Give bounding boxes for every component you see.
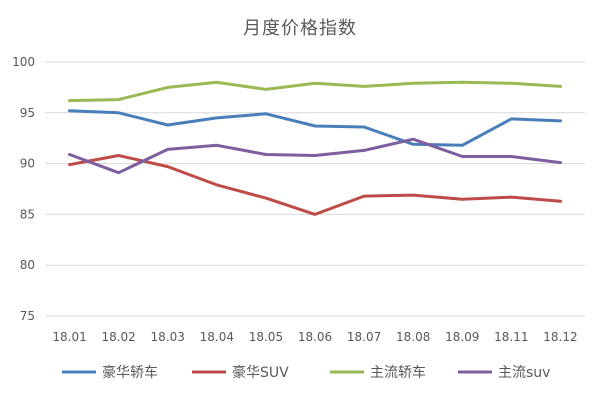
- x-tick-label: 18.09: [445, 330, 479, 344]
- x-tick-label: 18.04: [200, 330, 234, 344]
- x-tick-label: 18.12: [543, 330, 577, 344]
- legend-label-3: 主流轿车: [370, 364, 426, 381]
- x-tick-label: 18.07: [347, 330, 381, 344]
- legend-label-4: 主流suv: [498, 365, 550, 381]
- x-tick-label: 18.08: [396, 330, 430, 344]
- x-tick-label: 18.03: [151, 330, 185, 344]
- y-tick-label: 100: [12, 55, 35, 69]
- x-tick-label: 18.06: [298, 330, 332, 344]
- x-tick-label: 18.02: [101, 330, 135, 344]
- x-tick-label: 18.05: [249, 330, 283, 344]
- y-tick-label: 90: [20, 157, 35, 171]
- legend-label-2: 豪华SUV: [232, 365, 289, 381]
- series-line-4: [68, 137, 562, 175]
- legend-label-1: 豪华轿车: [102, 364, 158, 381]
- y-tick-label: 80: [20, 258, 35, 272]
- x-tick-label: 18.11: [494, 330, 528, 344]
- series-line-1: [68, 109, 562, 147]
- series-line-3: [68, 80, 562, 103]
- x-tick-label: 18.01: [52, 330, 86, 344]
- y-tick-label: 75: [20, 309, 35, 323]
- y-tick-label: 95: [20, 106, 35, 120]
- chart-title: 月度价格指数: [243, 18, 357, 39]
- y-tick-label: 85: [20, 207, 35, 221]
- series-line-2: [68, 154, 562, 216]
